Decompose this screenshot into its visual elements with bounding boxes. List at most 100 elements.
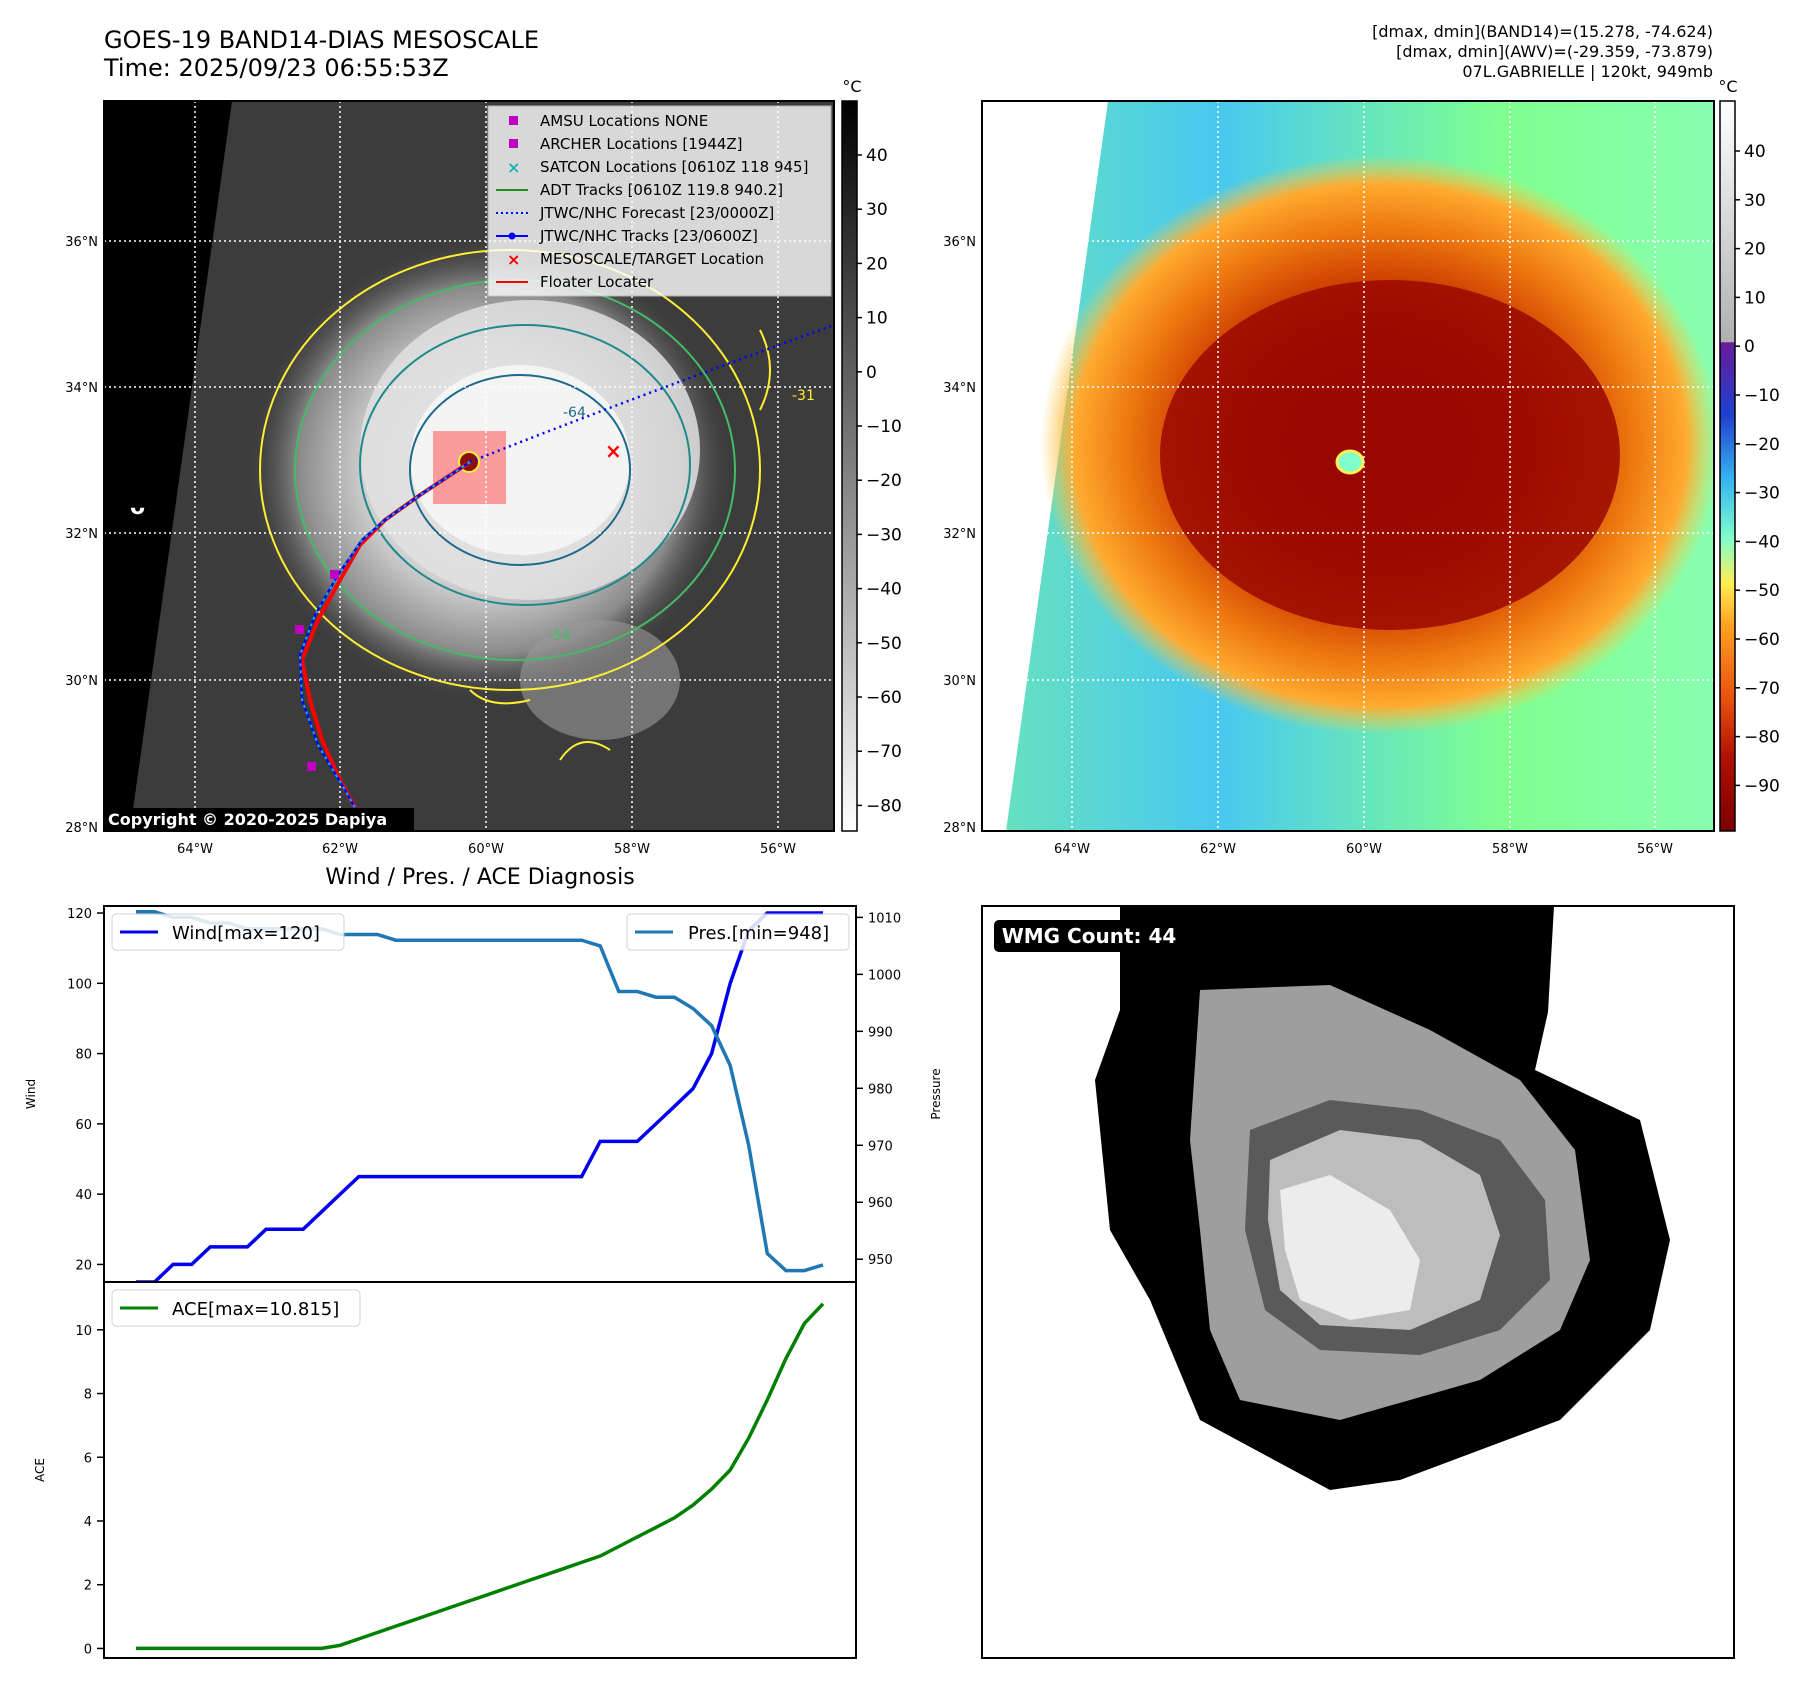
y-tick-label: 6 [84,1451,92,1466]
y2-tick-label: 970 [868,1139,893,1154]
lat-tick-label: 28°N [65,821,98,836]
cbar-tick-label: 40 [866,146,888,166]
cbar-tick-label: −70 [866,742,902,762]
wind-pressure-chart: Wind / Pres. / ACE Diagnosis Wind Pressu… [24,865,943,1284]
lat-tick-label: 28°N [943,821,976,836]
right-color-map [981,100,1715,832]
y-tick-label: 40 [75,1188,92,1203]
y-tick-label: 20 [75,1258,92,1273]
wmg-panel: WMG Count: 44 [981,905,1735,1659]
y-tick-label: 80 [75,1048,92,1063]
pressure-legend-label: Pres.[min=948] [688,923,829,944]
legend-marker: × [507,250,520,269]
legend-item: ARCHER Locations [1944Z] [509,135,743,153]
lat-tick-label: 36°N [65,235,98,250]
cbar-tick-label: 40 [1744,142,1766,162]
cbar-tick-label: −70 [1744,679,1780,699]
cbar-tick-label: 0 [866,363,877,383]
lon-tick-label: 64°W [1054,842,1090,857]
legend-marker-dot [508,232,516,240]
right-colorbar: °C 40 30 20 10 0 −10 −20 −30 −40 −50 −60 −70 −80 −90 [1718,77,1780,832]
y2-tick-label: 1010 [868,911,901,926]
legend-label: Floater Locater [540,273,654,291]
lon-tick-label: 60°W [468,842,504,857]
y2-tick-label: 1000 [868,968,901,983]
legend-item: JTWC/NHC Tracks [23/0600Z] [496,227,758,245]
y-tick-label: 60 [75,1118,92,1133]
cbar-tick-label: −20 [866,471,902,491]
lon-tick-label: 62°W [1200,842,1236,857]
y-tick-label: 100 [67,977,92,992]
legend-label: AMSU Locations NONE [540,112,708,130]
series-line-ace [136,1302,825,1651]
svg-text:×: × [605,439,622,463]
legend-label: JTWC/NHC Tracks [23/0600Z] [539,227,758,245]
wind-axis-label: Wind [24,1079,38,1109]
cbar-tick-label: 20 [1744,240,1766,260]
cbar-tick-label: 0 [1744,337,1755,357]
y-tick-label: 8 [84,1388,92,1403]
legend-label: JTWC/NHC Forecast [23/0000Z] [539,204,774,222]
cbar-unit: °C [1718,77,1737,96]
y2-tick-label: 960 [868,1196,893,1211]
diagnostic-header: [dmax, dmin](BAND14)=(15.278, -74.624) [d… [1372,22,1713,81]
legend-item: JTWC/NHC Forecast [23/0000Z] [496,204,774,222]
cbar-tick-label: −60 [1744,630,1780,650]
copyright-label: Copyright © 2020-2025 Dapiya [108,810,387,829]
lat-tick-label: 36°N [943,235,976,250]
lon-tick-label: 56°W [1637,842,1673,857]
legend-label: SATCON Locations [0610Z 118 945] [540,158,808,176]
cbar-tick-label: −10 [866,417,902,437]
chart-title: Wind / Pres. / ACE Diagnosis [325,865,634,890]
legend-marker: × [507,158,520,177]
cbar-unit: °C [842,77,861,96]
legend-item: × SATCON Locations [0610Z 118 945] [507,158,808,177]
y2-tick-label: 950 [868,1253,893,1268]
lon-tick-label: 62°W [322,842,358,857]
legend-marker [509,139,518,148]
lat-tick-label: 30°N [65,674,98,689]
cbar-tick-label: −80 [1744,728,1780,748]
pressure-axis-label: Pressure [929,1068,943,1119]
legend-item: Floater Locater [496,273,654,291]
lat-tick-label: 32°N [65,527,98,542]
contour-label: -31 [792,388,815,404]
cbar-tick-label: −30 [1744,484,1780,504]
cbar-tick-label: −50 [866,634,902,654]
cbar-tick-label: 10 [866,309,888,329]
wind-legend-label: Wind[max=120] [172,923,320,944]
legend-item: AMSU Locations NONE [509,112,708,130]
wind-legend: Wind[max=120] [111,913,345,951]
ace-axis-label: ACE [33,1458,47,1482]
lon-tick-label: 56°W [760,842,796,857]
cbar-tick-label: −90 [1744,776,1780,796]
cbar-tick-label: 10 [1744,288,1766,308]
y-tick-label: 0 [84,1642,92,1657]
pressure-legend: Pres.[min=948] [626,913,850,951]
left-ir-map: × ᴗ -64 -54 -31 AMSU Locations NONE ARCHE… [103,100,835,832]
cbar-tick-label: −40 [866,580,902,600]
legend-marker [509,116,518,125]
lon-tick-label: 58°W [1492,842,1528,857]
lon-tick-label: 58°W [614,842,650,857]
lat-tick-label: 32°N [943,527,976,542]
cbar-tick-label: 30 [1744,191,1766,211]
lat-tick-label: 34°N [943,381,976,396]
cbar-tick-label: −80 [866,796,902,816]
ace-legend-label: ACE[max=10.815] [172,1299,339,1320]
map-legend: AMSU Locations NONE ARCHER Locations [194… [487,105,832,297]
legend-item: ADT Tracks [0610Z 119.8 940.2] [496,181,783,199]
cbar-tick-label: −50 [1744,581,1780,601]
lon-tick-label: 60°W [1346,842,1382,857]
ace-legend: ACE[max=10.815] [111,1289,361,1327]
y-tick-label: 2 [84,1579,92,1594]
legend-label: MESOSCALE/TARGET Location [540,250,764,268]
y2-tick-label: 990 [868,1025,893,1040]
legend-label: ARCHER Locations [1944Z] [540,135,743,153]
series-line-wind [136,911,823,1284]
cbar-tick-label: −10 [1744,386,1780,406]
svg-text:ᴗ: ᴗ [130,495,145,520]
cbar-tick-label: 20 [866,254,888,274]
wmg-count-label: WMG Count: 44 [1002,924,1177,948]
